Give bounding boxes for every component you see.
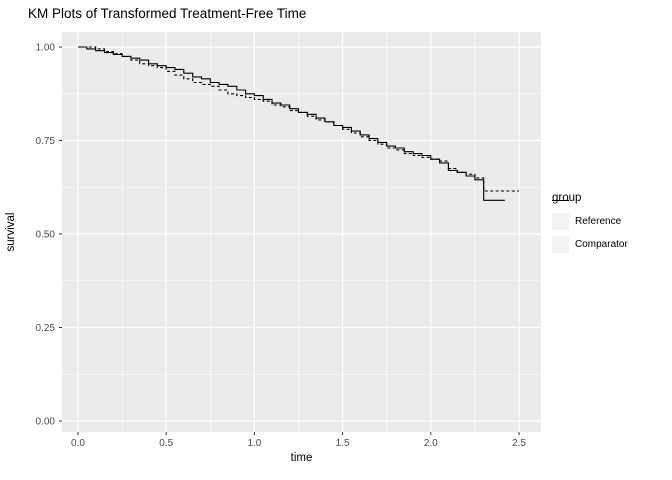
x-tick-label: 2.5 — [512, 438, 526, 449]
legend: group Reference Comparator — [552, 192, 670, 259]
y-tick-label: 0.75 — [36, 136, 56, 147]
x-tick-label: 0.5 — [159, 438, 173, 449]
legend-label-comparator: Comparator — [575, 239, 628, 250]
legend-item-reference: Reference — [552, 199, 670, 230]
x-axis-title: time — [290, 452, 313, 464]
legend-title: group — [552, 192, 582, 204]
x-tick-label: 2.0 — [424, 438, 438, 449]
series-line-comparator — [78, 46, 519, 192]
dashed-line-key-icon — [552, 199, 569, 253]
x-tick-label: 1.0 — [247, 438, 261, 449]
x-tick-label: 1.5 — [336, 438, 350, 449]
y-tick-label: 0.00 — [36, 417, 56, 428]
y-axis-title: survival — [5, 212, 17, 252]
y-tick-label: 1.00 — [36, 43, 56, 54]
legend-label-reference: Reference — [575, 216, 622, 227]
solid-line-key-icon — [552, 199, 569, 230]
chart-title: KM Plots of Transformed Treatment-Free T… — [28, 6, 307, 21]
y-tick-label: 0.50 — [36, 230, 56, 241]
y-tick-label: 0.25 — [36, 323, 56, 334]
series-line-reference — [78, 46, 505, 201]
x-tick-label: 0.0 — [71, 438, 85, 449]
plot-panel — [62, 32, 541, 432]
legend-item-comparator: Comparator — [552, 199, 670, 253]
